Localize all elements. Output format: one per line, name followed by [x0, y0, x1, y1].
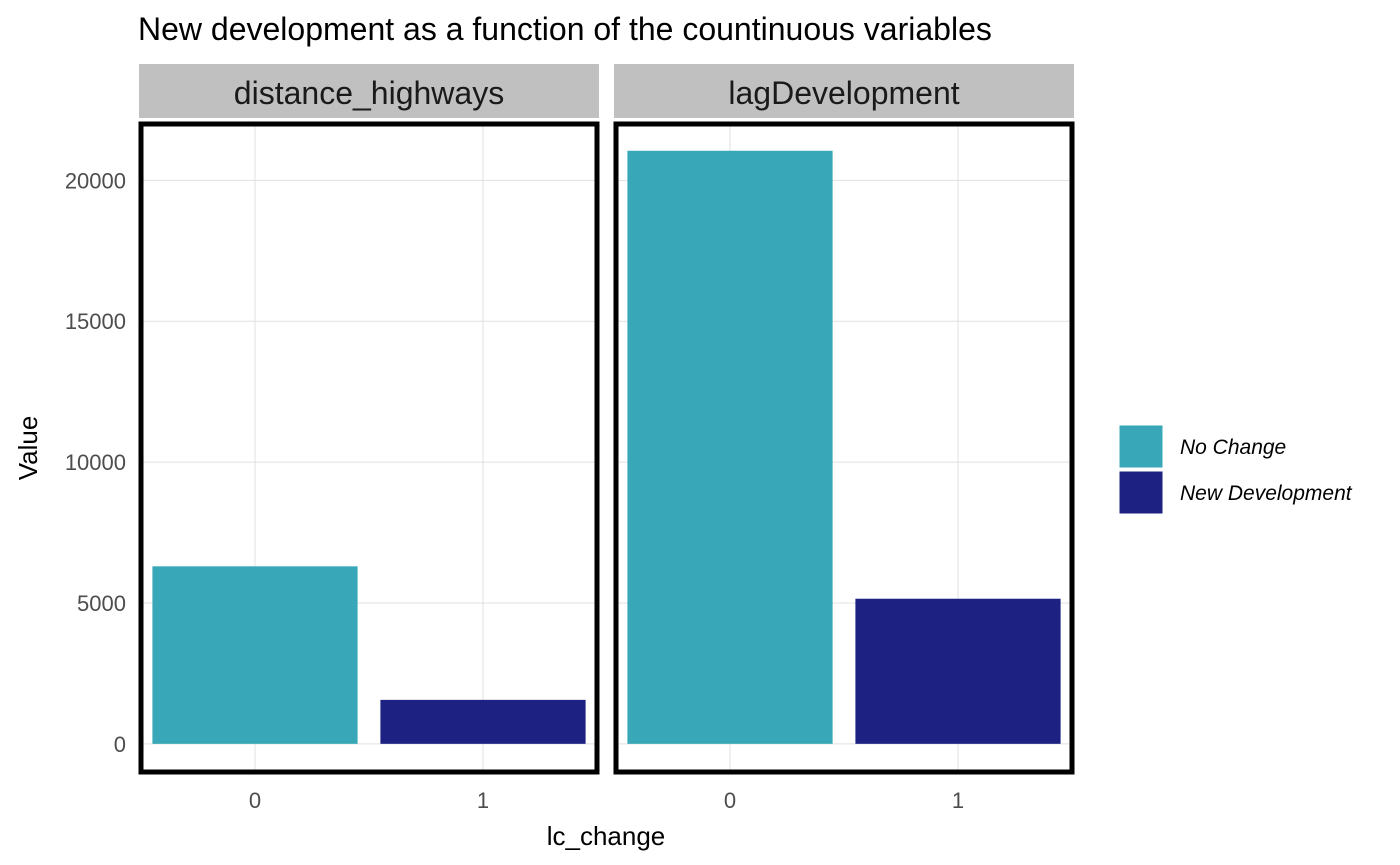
bar-lagDevelopment-0 — [627, 150, 833, 744]
panels: distance_highways 0 1 lagDevelopment 0 1 — [138, 64, 1075, 813]
x-tick-label: 1 — [952, 788, 964, 813]
x-tick-label: 1 — [477, 788, 489, 813]
y-tick-label: 5000 — [77, 591, 126, 616]
panel-border — [613, 121, 1075, 775]
facet-panel-distance_highways: distance_highways 0 1 — [138, 64, 600, 813]
legend-label: New Development — [1180, 482, 1353, 505]
y-axis-label: Value — [13, 416, 43, 481]
y-tick-label: 20000 — [65, 168, 126, 193]
facet-strip-label: lagDevelopment — [728, 75, 959, 111]
bar-lagDevelopment-1 — [855, 598, 1061, 744]
x-axis-label: lc_change — [547, 821, 666, 851]
facet-strip-label: distance_highways — [234, 75, 504, 111]
legend-label: No Change — [1180, 436, 1286, 459]
bar-distance_highways-0 — [152, 566, 358, 744]
legend: No Change New Development — [1118, 424, 1353, 515]
y-tick-label: 0 — [114, 732, 126, 757]
bar-distance_highways-1 — [380, 699, 586, 744]
legend-swatch — [1118, 424, 1164, 469]
x-tick-label: 0 — [724, 788, 736, 813]
y-tick-label: 10000 — [65, 450, 126, 475]
x-tick-label: 0 — [249, 788, 261, 813]
facet-strip — [139, 64, 599, 118]
facet-strip — [614, 64, 1074, 118]
legend-swatch — [1118, 470, 1164, 515]
y-tick-label: 15000 — [65, 309, 126, 334]
chart-title: New development as a function of the cou… — [138, 11, 992, 47]
y-axis: 0 5000 10000 15000 20000 — [65, 168, 126, 756]
facet-panel-lagDevelopment: lagDevelopment 0 1 — [613, 64, 1075, 813]
panel-border — [138, 121, 600, 775]
